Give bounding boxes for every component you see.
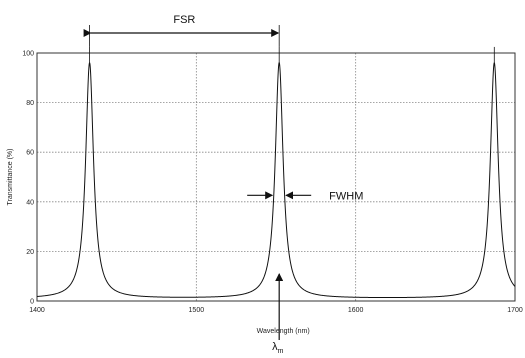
y-tick-label: 40 (26, 199, 34, 206)
lambda-symbol: λ (272, 341, 278, 353)
x-axis-label: Wavelength (nm) (257, 328, 310, 335)
y-tick-label: 100 (22, 51, 34, 58)
x-tick-label: 1600 (348, 307, 364, 314)
x-tick-label: 1400 (29, 307, 45, 314)
fwhm-label: FWHM (329, 190, 363, 202)
fsr-label: FSR (173, 14, 195, 26)
lambda-label: λm (272, 341, 284, 355)
plot-frame (36, 52, 516, 302)
y-tick-labels: 0 20 40 60 80 100 (22, 51, 34, 306)
transmittance-curve (36, 62, 516, 299)
x-tick-labels: 1400 1500 1600 1700 (29, 307, 523, 314)
y-tick-label: 60 (26, 150, 34, 157)
grid (36, 52, 516, 302)
y-tick-label: 0 (30, 299, 34, 306)
peak-spikes (89, 25, 495, 63)
lambda-subscript: m (278, 348, 284, 355)
x-tick-label: 1700 (507, 307, 523, 314)
y-tick-label: 20 (26, 249, 34, 256)
x-tick-label: 1500 (189, 307, 205, 314)
y-axis-label: Transmittance (%) (7, 149, 14, 206)
y-tick-label: 80 (26, 100, 34, 107)
